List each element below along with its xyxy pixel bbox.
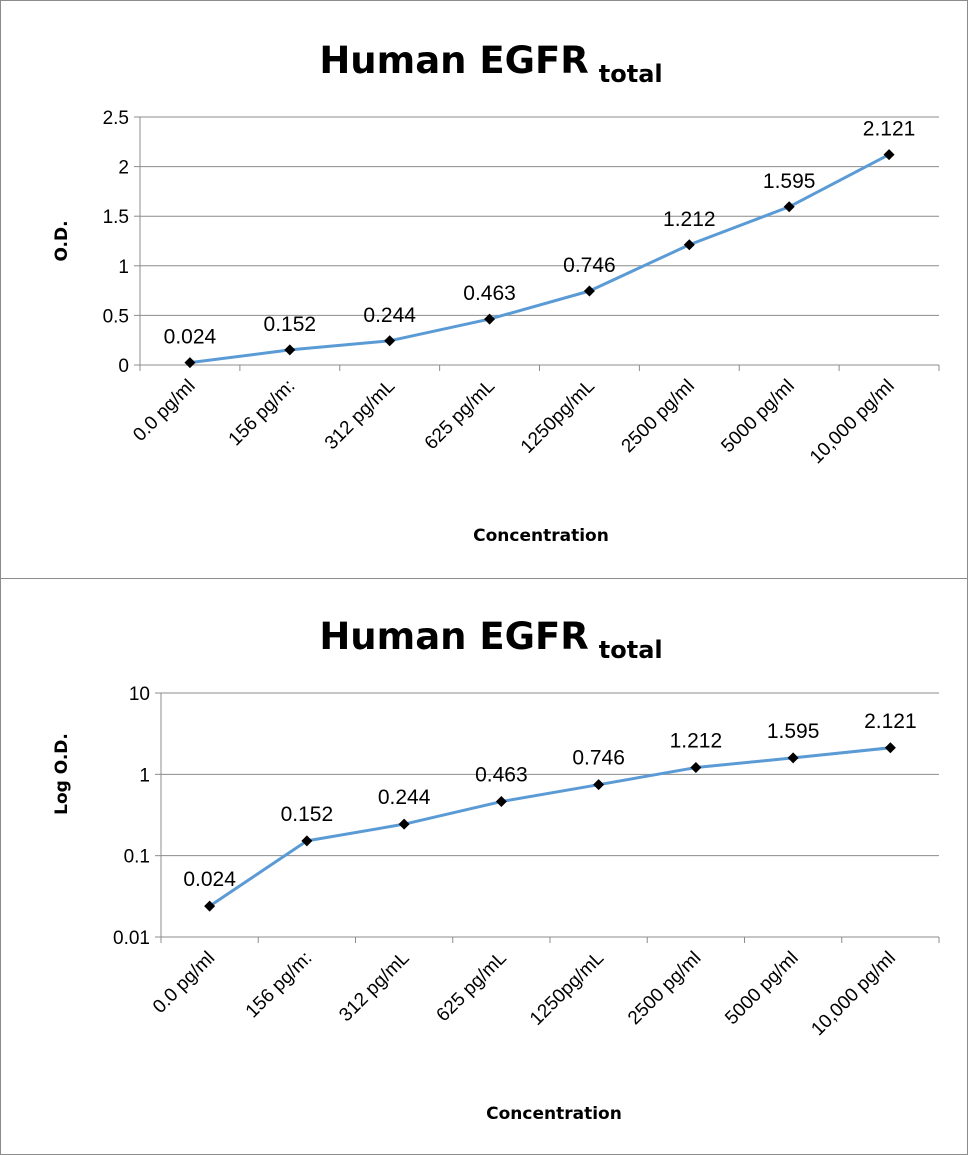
data-point-marker (184, 357, 196, 369)
x-axis-title: Concentration (473, 526, 609, 546)
data-label: 0.152 (281, 803, 334, 826)
y-tick-label: 2.5 (103, 108, 129, 129)
linear-od-chart: Human EGFR total 0 0.5 1 1.5 2 2.5 0.0 pg/ml 15… (52, 39, 940, 546)
x-tick-label: 156 pg/m: (225, 376, 300, 451)
y-tick-label: 10 (129, 684, 150, 705)
data-label: 0.244 (363, 304, 416, 327)
x-tick-label: 0.0 pg/ml (129, 376, 199, 446)
y-tick-label: 1.5 (103, 207, 129, 228)
x-tick-label: 625 pg/mL (421, 376, 499, 454)
y-tick-label: 1 (139, 765, 150, 786)
data-point-marker (204, 900, 216, 912)
data-point-marker (883, 149, 895, 161)
x-tick-label: 1250pg/mL (526, 948, 608, 1030)
x-tick-label: 2500 pg/ml (624, 948, 705, 1029)
y-tick-label: 1 (118, 257, 129, 278)
x-tick-label: 10,000 pg/ml (807, 948, 900, 1041)
x-tick-label: 5000 pg/ml (721, 948, 802, 1029)
data-label: 1.595 (763, 170, 816, 193)
data-label: 0.244 (378, 786, 431, 809)
y-tick-label: 0 (118, 356, 129, 377)
x-tick-label: 5000 pg/ml (717, 376, 798, 457)
series-line (189, 153, 890, 365)
x-tick-label: 0.0 pg/ml (149, 948, 219, 1018)
x-axis-title: Concentration (486, 1104, 622, 1124)
data-label: 0.746 (563, 254, 616, 277)
data-label: 1.595 (767, 720, 820, 743)
data-label: 1.212 (670, 730, 723, 753)
y-tick-label: 0.5 (103, 306, 129, 327)
x-tick-label: 10,000 pg/ml (806, 376, 899, 469)
chart-title: Human EGFR total (319, 39, 662, 88)
data-label: 1.212 (663, 208, 716, 231)
data-point-marker (284, 344, 296, 356)
y-axis-title: Log O.D. (52, 733, 72, 815)
data-point-marker (787, 752, 799, 764)
data-label: 2.121 (863, 118, 916, 141)
x-tick-label: 156 pg/m: (242, 948, 317, 1023)
data-point-marker (783, 201, 795, 213)
chart-title: Human EGFR total (319, 615, 662, 664)
data-point-marker (583, 285, 595, 297)
data-label: 0.746 (572, 747, 625, 770)
data-point-marker (484, 313, 496, 325)
log-od-chart: Human EGFR total 0.01 0.1 1 10 0.0 pg/ml 156 … (52, 615, 940, 1124)
data-point-marker (384, 335, 396, 347)
x-tick-label: 625 pg/mL (433, 948, 511, 1026)
data-label: 0.024 (164, 326, 217, 349)
y-tick-label: 2 (118, 158, 129, 179)
data-point-marker (398, 818, 410, 830)
data-label: 0.463 (463, 282, 516, 305)
data-point-marker (683, 239, 695, 251)
data-label: 0.463 (475, 764, 528, 787)
series-line (208, 746, 891, 908)
chart-panel-linear: Human EGFR total 0 0.5 1 1.5 2 2.5 0.0 pg/ml 15… (0, 0, 968, 579)
data-point-marker (884, 742, 896, 754)
x-tick-label: 312 pg/mL (321, 376, 399, 454)
data-point-marker (593, 779, 605, 791)
data-label: 0.152 (264, 313, 317, 336)
y-tick-label: 0.01 (113, 928, 150, 949)
data-label: 2.121 (864, 710, 917, 733)
data-point-marker (690, 762, 702, 774)
x-tick-label: 1250pg/mL (517, 376, 599, 458)
data-point-marker (301, 835, 313, 847)
x-tick-label: 312 pg/mL (335, 948, 413, 1026)
data-point-marker (495, 796, 507, 808)
chart-panel-log: Human EGFR total 0.01 0.1 1 10 0.0 pg/ml 156 … (0, 578, 968, 1155)
x-tick-label: 2500 pg/ml (618, 376, 699, 457)
y-axis-title: O.D. (52, 220, 72, 261)
data-label: 0.024 (183, 868, 236, 891)
y-tick-label: 0.1 (124, 847, 150, 868)
